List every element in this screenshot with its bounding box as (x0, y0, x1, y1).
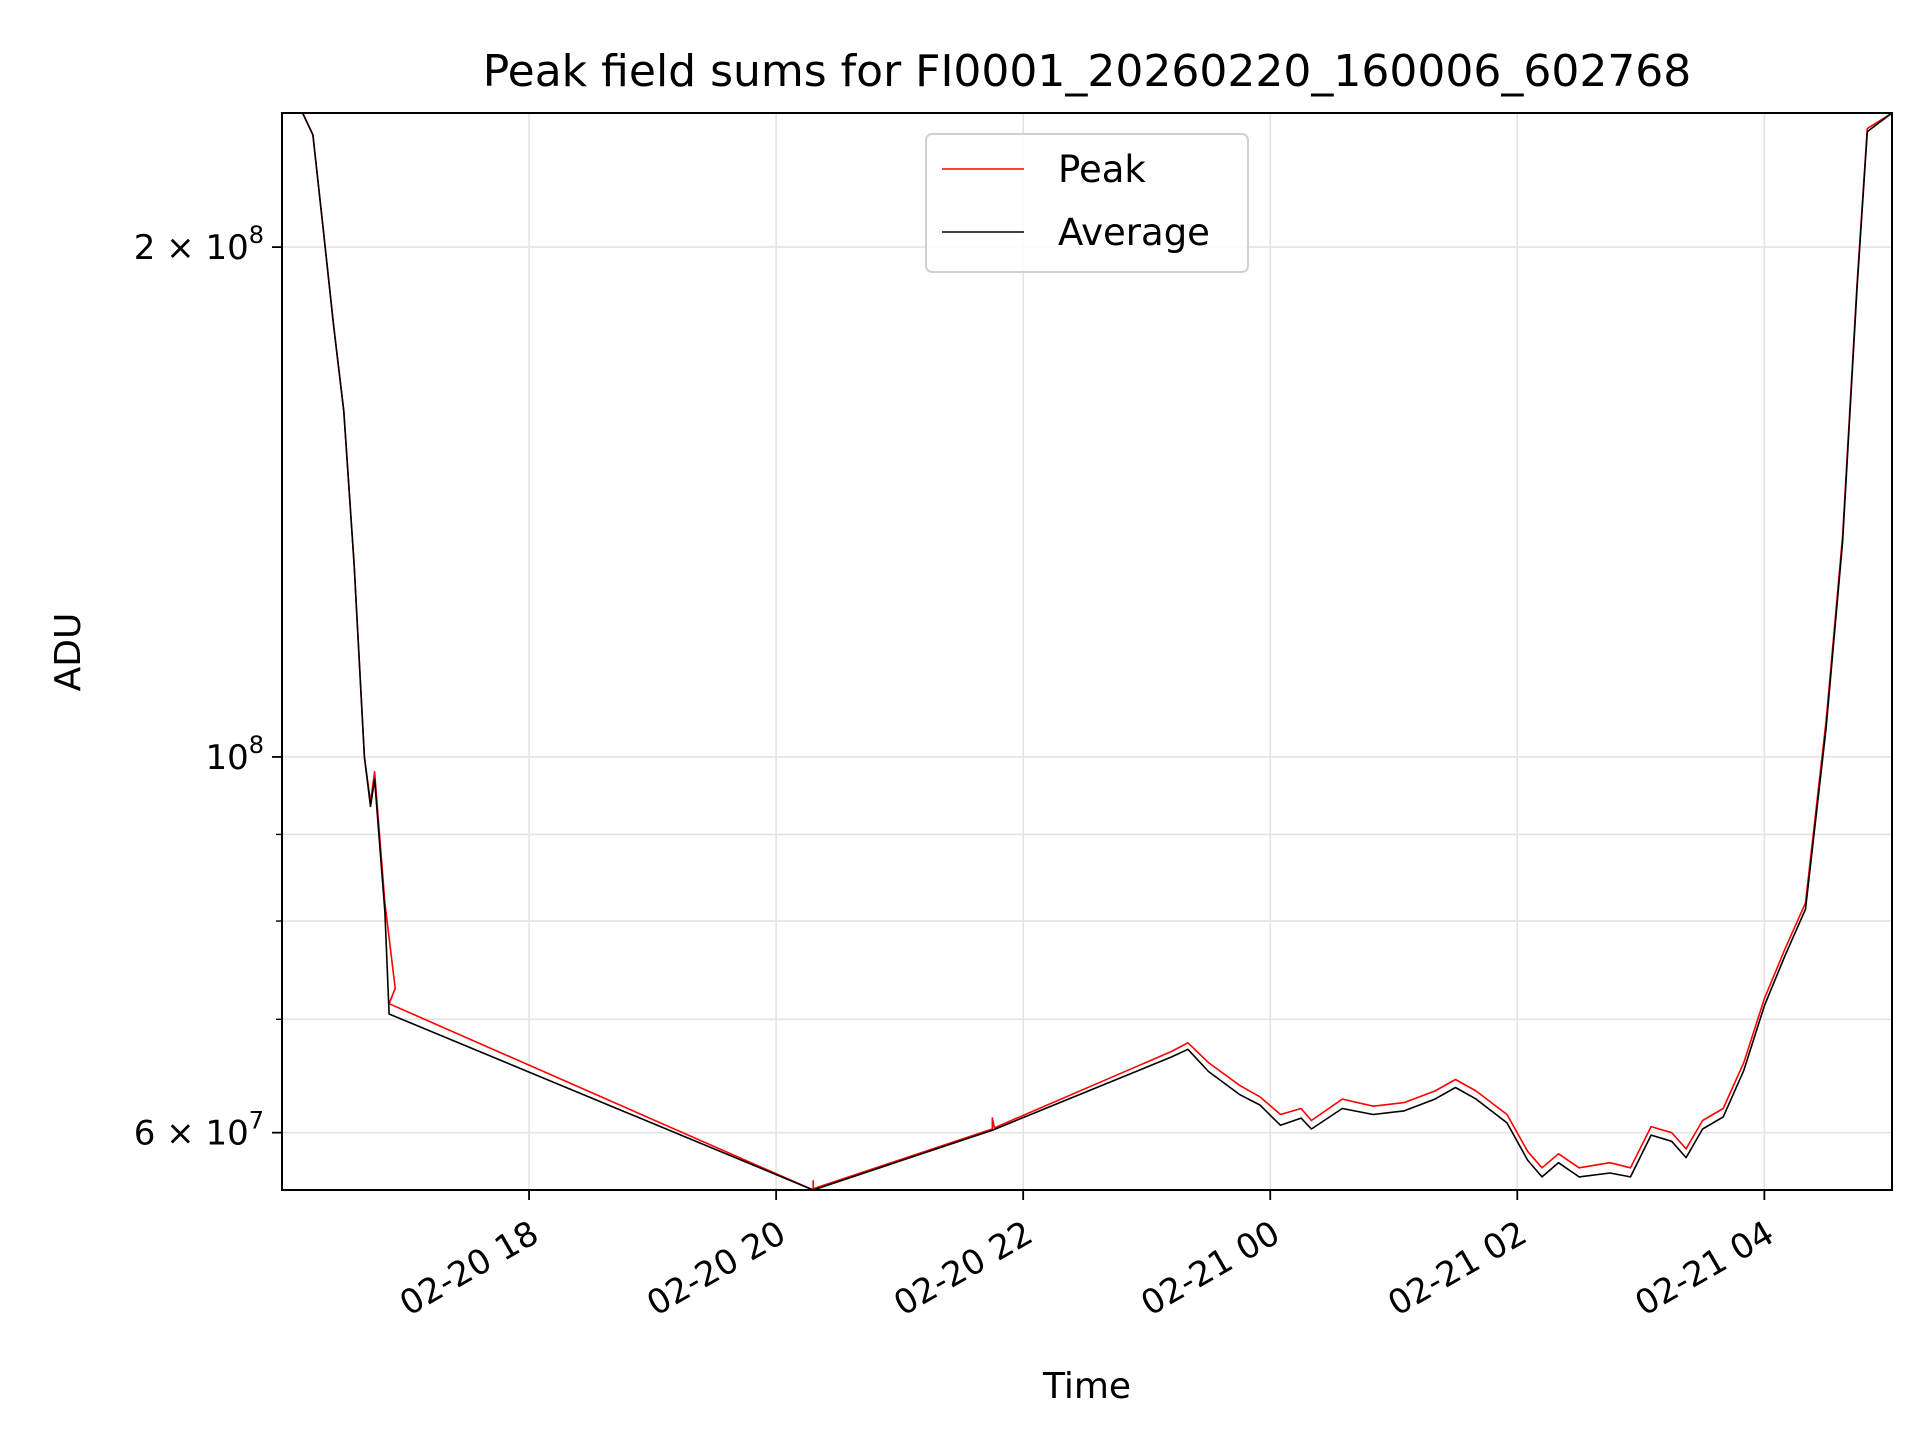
y-tick-exponent: 8 (249, 731, 264, 759)
x-axis-label: Time (1042, 1366, 1131, 1407)
plot-frame (281, 112, 1893, 1191)
y-tick-mantissa: 2 × 10 (134, 228, 249, 268)
legend-average-label: Average (1058, 211, 1210, 254)
chart-title: Peak field sums for FI0001_20260220_1600… (483, 46, 1692, 97)
y-tick-exponent: 7 (249, 1107, 264, 1135)
series-peak-line (282, 112, 1893, 1191)
y-tick-label: 6 × 107 (134, 1107, 264, 1154)
series-average-line (282, 112, 1893, 1191)
y-tick-exponent: 8 (249, 221, 264, 249)
legend: Peak Average (925, 133, 1249, 273)
y-tick-label: 2 × 108 (134, 221, 264, 268)
y-tick-label: 108 (205, 731, 264, 778)
y-tick-mantissa: 10 (205, 738, 248, 778)
legend-peak-label: Peak (1058, 148, 1146, 191)
y-axis-label: ADU (48, 613, 89, 692)
y-tick-mantissa: 6 × 10 (134, 1114, 249, 1154)
series-layer (282, 112, 1893, 1191)
